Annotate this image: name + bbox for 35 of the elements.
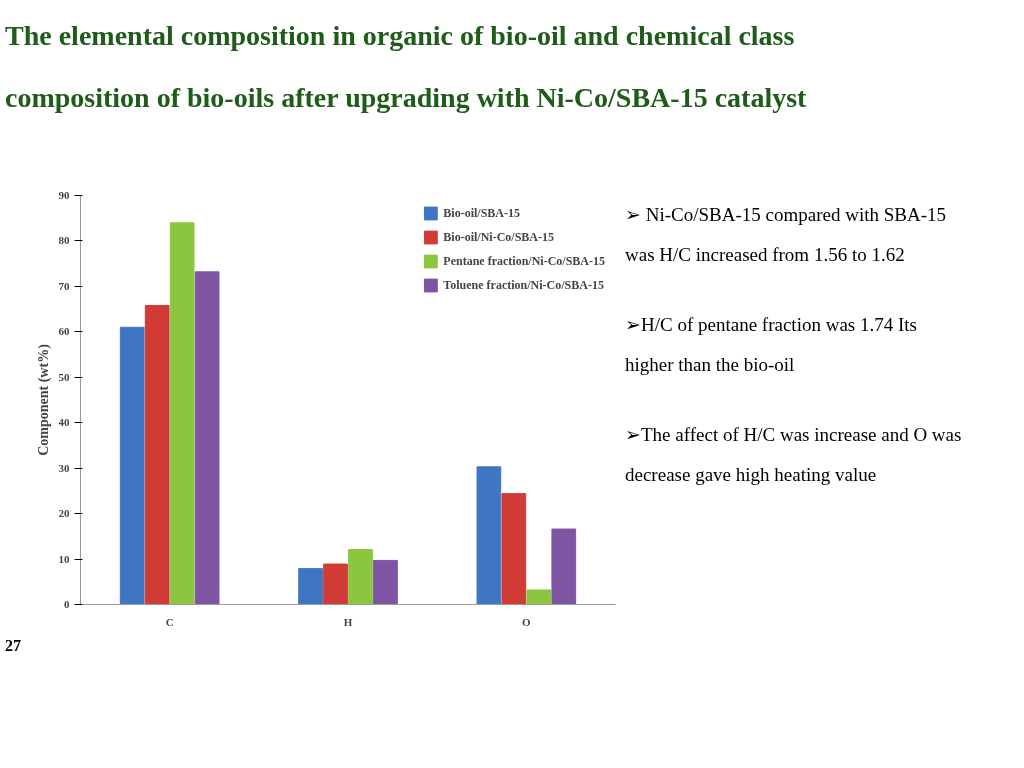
- legend-label: Bio-oil/Ni-Co/SBA-15: [443, 229, 555, 245]
- y-tick-label: 70: [58, 279, 70, 292]
- bar: [373, 559, 398, 605]
- bar: [169, 222, 195, 605]
- y-tick-label: 60: [58, 325, 70, 338]
- chart-title: The elemental composition in organic of bio-oil and chemical class composition of bio-oils after upgrading with Ni-Co/SBA-15 catalyst: [5, 19, 808, 115]
- bar: [551, 528, 577, 605]
- text: 27: [5, 636, 21, 656]
- text: ➢The affect of H/C was increase and O was decrease gave high heating value: [625, 423, 963, 487]
- legend-label: Toluene fraction/Ni-Co/SBA-15: [443, 277, 604, 293]
- bar: [298, 568, 323, 605]
- y-axis-title: Component (wt%): [35, 343, 52, 456]
- bar: [476, 466, 502, 605]
- y-tick-label: 20: [58, 507, 70, 520]
- bar: [501, 493, 527, 605]
- y-tick-label: 50: [58, 370, 70, 383]
- y-tick-label: 80: [58, 234, 70, 247]
- legend-label: Bio-oil/SBA-15: [443, 205, 521, 221]
- legend-label: Pentane fraction/Ni-Co/SBA-15: [443, 253, 605, 269]
- bar: [194, 271, 220, 605]
- x-tick-label: O: [522, 615, 532, 628]
- bar: [526, 589, 552, 605]
- bar: [144, 304, 170, 605]
- bar: [348, 549, 373, 605]
- y-tick-label: 90: [58, 189, 70, 201]
- y-tick-label: 10: [58, 552, 70, 565]
- bar: [119, 326, 145, 605]
- y-tick-label: 0: [64, 598, 70, 610]
- text: ➢ Ni-Co/SBA-15 compared with SBA-15 was H/C increased from 1.56 to 1.62: [625, 203, 948, 267]
- y-tick-label: 30: [58, 461, 70, 474]
- x-tick-label: C: [165, 615, 174, 628]
- text: ➢H/C of pentane fraction was 1.74 Its higher than the bio-oil: [625, 313, 918, 377]
- y-tick-label: 40: [58, 416, 70, 429]
- x-tick-label: H: [343, 615, 353, 628]
- bar: [323, 563, 348, 605]
